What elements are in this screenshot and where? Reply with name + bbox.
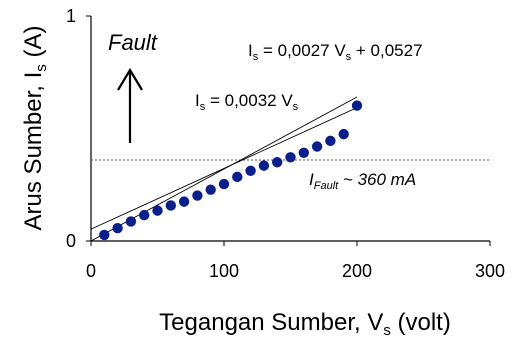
x-axis-title: Tegangan Sumber, Vs (volt) <box>159 309 451 339</box>
threshold: IFault ~ 360 mA <box>91 159 490 192</box>
fault-label: Fault <box>108 30 158 55</box>
tick-labels: 0 100 200 300 0 1 <box>66 6 505 281</box>
data-point <box>298 147 309 158</box>
fit-lines <box>90 96 358 242</box>
data-point <box>285 152 296 163</box>
data-point <box>112 222 123 234</box>
data-point <box>232 171 243 183</box>
fit-equation-1: Is = 0,0032 Vs <box>195 91 299 113</box>
fit-line-1 <box>90 96 358 242</box>
x-tick-label: 200 <box>342 261 372 281</box>
data-point <box>99 229 110 241</box>
data-point <box>258 160 270 171</box>
data-point <box>311 141 323 152</box>
data-point <box>165 200 176 211</box>
fault-arrow-icon <box>117 67 143 143</box>
data-point <box>218 178 230 190</box>
data-point <box>351 100 363 111</box>
data-point <box>139 209 150 221</box>
fit-line-2 <box>90 107 358 230</box>
threshold-label: IFault ~ 360 mA <box>309 170 416 192</box>
y-tick-label: 1 <box>66 6 76 26</box>
x-tick-label: 0 <box>86 261 96 281</box>
data-point <box>325 135 336 147</box>
data-point <box>192 190 203 201</box>
labels: Is = 0,0032 Vs Is = 0,0027 Vs + 0,0527 Fau… <box>20 26 451 339</box>
x-tick-label: 300 <box>475 261 505 281</box>
data-point <box>272 157 283 168</box>
data-point <box>125 216 137 227</box>
fit-equation-2: Is = 0,0027 Vs + 0,0527 <box>248 41 423 63</box>
data-point <box>152 205 163 216</box>
axes <box>86 15 491 246</box>
y-axis-title: Arus Sumber, Is (A) <box>20 26 50 231</box>
data-point <box>245 165 256 176</box>
data-point <box>205 184 216 195</box>
data-point <box>178 196 190 207</box>
x-tick-label: 100 <box>209 261 239 281</box>
y-tick-label: 0 <box>66 231 76 251</box>
data-point <box>338 128 349 140</box>
data-points <box>99 100 363 241</box>
